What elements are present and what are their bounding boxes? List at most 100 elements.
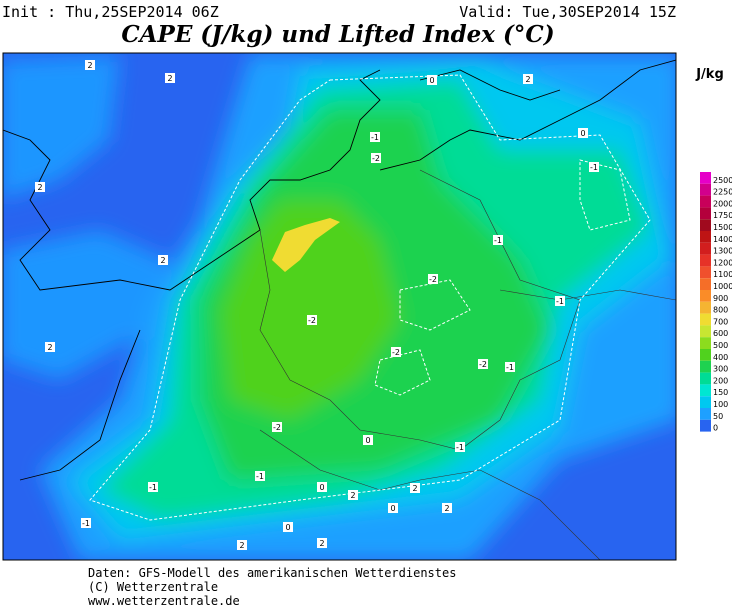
contour-label: -1 <box>149 483 157 492</box>
contour-label-box <box>391 347 401 357</box>
li-contours <box>89 74 651 521</box>
contour-label: 0 <box>429 76 434 85</box>
colorbar-cell <box>700 231 711 243</box>
colorbar-cell <box>700 337 711 349</box>
map-frame <box>2 52 677 561</box>
colorbar-label: 900 <box>713 294 728 303</box>
colorbar-label: 1200 <box>713 258 732 267</box>
footer-line: www.wetterzentrale.de <box>88 594 240 608</box>
colorbar-label: 500 <box>713 341 728 350</box>
colorbar-cell <box>700 384 711 397</box>
colorbar-cell <box>700 372 711 385</box>
colorbar-cell <box>700 254 711 267</box>
colorbar-label: 50 <box>713 412 723 421</box>
colorbar-cell <box>700 195 711 208</box>
contour-label: -1 <box>456 443 464 452</box>
contour-label: 0 <box>365 436 370 445</box>
contour-label: 2 <box>37 183 42 192</box>
contour-label: -1 <box>494 236 502 245</box>
colorbar-cell <box>700 396 711 408</box>
colorbar-cell <box>700 360 711 373</box>
contour-label: 2 <box>239 541 244 550</box>
contour-label-box <box>81 518 91 528</box>
map-field: 2 2 2 2 2 0 2 0 -1 -2 -1 -1 -2 -1 -2 -2 -2 -1 -2 0 -1 -1 -1 0 2 2… <box>3 53 676 560</box>
colorbar: 2500225020001750150014001300120011001000… <box>700 172 732 433</box>
contour-label: 2 <box>412 484 417 493</box>
contour-label-box <box>85 60 95 70</box>
colorbar-cell <box>700 278 711 290</box>
contour-label: -1 <box>590 163 598 172</box>
contour-label: 0 <box>580 129 585 138</box>
colorbar-cell <box>700 266 711 279</box>
contour-label-box <box>505 362 515 372</box>
colorbar-label: 2000 <box>713 199 732 208</box>
colorbar-cell <box>700 408 711 420</box>
contour-label-box <box>442 503 452 513</box>
contour-label: 0 <box>285 523 290 532</box>
contour-label-box <box>307 315 317 325</box>
contour-label-box <box>555 296 565 306</box>
contour-label: 2 <box>350 491 355 500</box>
contour-labels: 2 2 2 2 2 0 2 0 -1 -2 -1 -1 -2 -1 -2 -2 -2 -1 -2 0 -1 -1 -1 0 2 2… <box>35 60 599 550</box>
contour-label: 2 <box>319 539 324 548</box>
contour-label: 2 <box>160 256 165 265</box>
contour-label-box <box>589 162 599 172</box>
contour-label-box <box>370 132 380 142</box>
contour-label: 0 <box>390 504 395 513</box>
colorbar-cell <box>700 325 711 338</box>
contour-label: -1 <box>256 472 264 481</box>
colorbar-label: 150 <box>713 388 728 397</box>
contour-label-box <box>427 75 437 85</box>
contour-label-box <box>317 538 327 548</box>
contour-label-box <box>410 483 420 493</box>
colorbar-label: 300 <box>713 365 728 374</box>
colorbar-label: 800 <box>713 306 728 315</box>
contour-label-box <box>578 128 588 138</box>
colorbar-label: 1400 <box>713 235 732 244</box>
cape-max <box>272 218 340 272</box>
contour-label-box <box>478 359 488 369</box>
contour-label-box <box>283 522 293 532</box>
contour-label: 2 <box>167 74 172 83</box>
contour-label: -1 <box>371 133 379 142</box>
colorbar-label: 1000 <box>713 282 732 291</box>
contour-label-box <box>45 342 55 352</box>
colorbar-label: 1500 <box>713 223 732 232</box>
footer-line: (C) Wetterzentrale <box>88 580 218 594</box>
contour-label-box <box>165 73 175 83</box>
colorbar-label: 400 <box>713 353 728 362</box>
footer-line: Daten: GFS-Modell des amerikanischen Wet… <box>88 566 456 580</box>
colorbar-cell <box>700 349 711 361</box>
contour-label-box <box>523 74 533 84</box>
colorbar-cell <box>700 290 711 302</box>
coastlines <box>3 59 676 481</box>
colorbar-label: 100 <box>713 400 728 409</box>
contour-label-box <box>371 153 381 163</box>
contour-label: -2 <box>392 348 400 357</box>
colorbar-label: 200 <box>713 376 728 385</box>
contour-label: -2 <box>308 316 316 325</box>
contour-label: -1 <box>556 297 564 306</box>
contour-label-box <box>348 490 358 500</box>
contour-label-box <box>317 482 327 492</box>
colorbar-label: 2250 <box>713 188 732 197</box>
contour-label: 0 <box>319 483 324 492</box>
contour-label: -2 <box>273 423 281 432</box>
contour-label-box <box>388 503 398 513</box>
contour-label: 2 <box>87 61 92 70</box>
colorbar-cell <box>700 313 711 326</box>
colorbar-label: 1750 <box>713 211 732 220</box>
contour-label-box <box>237 540 247 550</box>
contour-label: -1 <box>506 363 514 372</box>
contour-label: -2 <box>429 275 437 284</box>
colorbar-label: 2500 <box>713 176 732 185</box>
colorbar-cell <box>700 242 711 255</box>
contour-label-box <box>35 182 45 192</box>
contour-label-box <box>493 235 503 245</box>
contour-label-box <box>148 482 158 492</box>
contour-label-box <box>272 422 282 432</box>
contour-label-box <box>428 274 438 284</box>
contour-label: -2 <box>372 154 380 163</box>
colorbar-cell <box>700 172 711 184</box>
